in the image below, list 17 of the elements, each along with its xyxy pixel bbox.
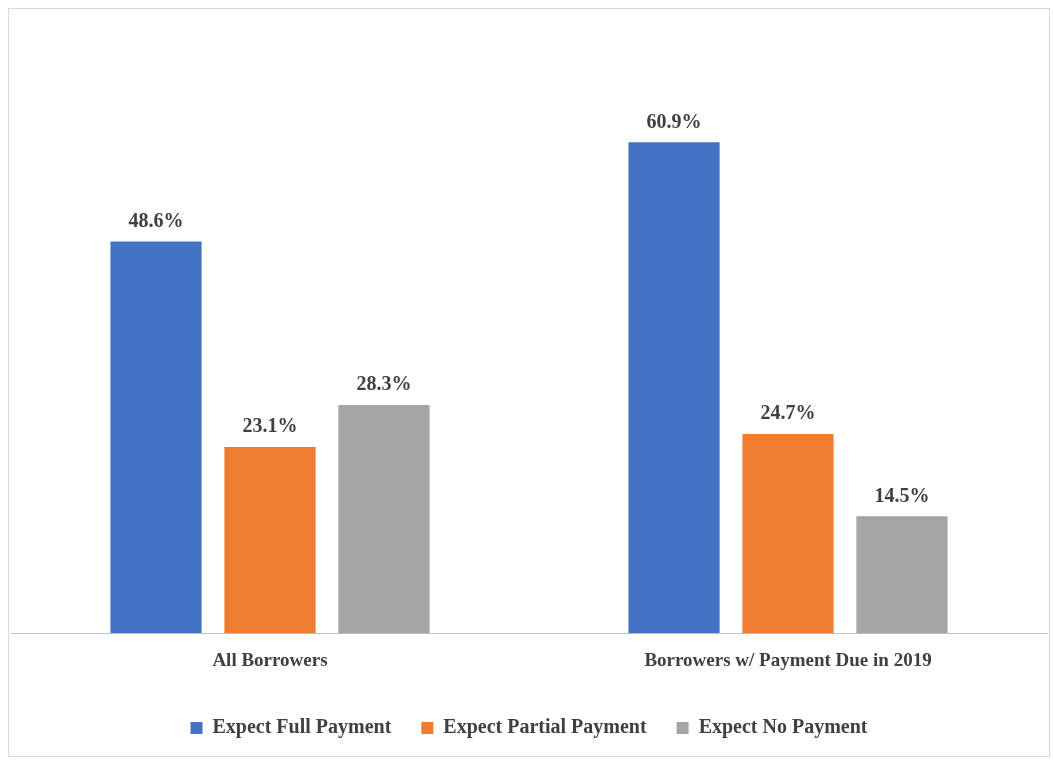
bar <box>110 241 202 634</box>
x-tick-label: Borrowers w/ Payment Due in 2019 <box>644 648 932 670</box>
bar <box>742 434 834 634</box>
legend-label: Expect No Payment <box>698 715 868 739</box>
bar <box>628 142 720 634</box>
bar <box>338 405 430 634</box>
legend-label: Expect Partial Payment <box>443 715 647 739</box>
x-tick-label: All Borrowers <box>212 648 328 670</box>
data-label: 28.3% <box>356 372 412 395</box>
data-label: 14.5% <box>874 483 930 506</box>
bar <box>224 447 316 634</box>
legend-label: Expect Full Payment <box>212 715 392 739</box>
bar <box>856 516 948 634</box>
data-label: 60.9% <box>646 109 702 132</box>
data-label: 23.1% <box>242 414 298 437</box>
data-label: 48.6% <box>128 208 184 231</box>
data-label: 24.7% <box>760 401 816 424</box>
